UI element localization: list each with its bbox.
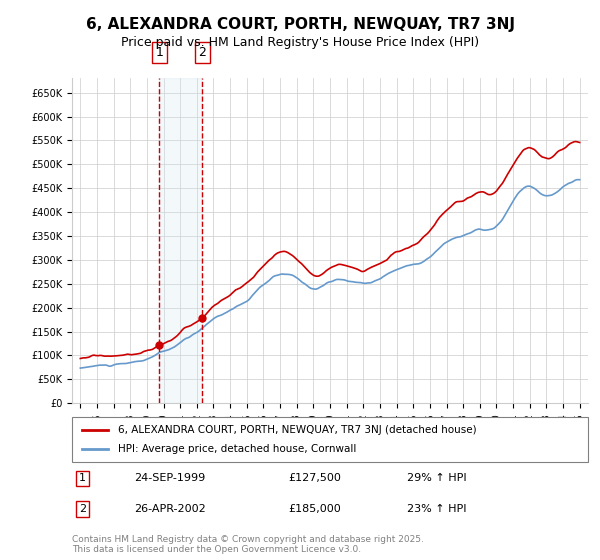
Text: HPI: Average price, detached house, Cornwall: HPI: Average price, detached house, Corn… — [118, 445, 357, 455]
Text: 1: 1 — [79, 473, 86, 483]
Text: Contains HM Land Registry data © Crown copyright and database right 2025.
This d: Contains HM Land Registry data © Crown c… — [72, 535, 424, 554]
Text: Price paid vs. HM Land Registry's House Price Index (HPI): Price paid vs. HM Land Registry's House … — [121, 36, 479, 49]
Text: 2: 2 — [199, 46, 206, 59]
Text: 6, ALEXANDRA COURT, PORTH, NEWQUAY, TR7 3NJ (detached house): 6, ALEXANDRA COURT, PORTH, NEWQUAY, TR7 … — [118, 424, 477, 435]
Text: 26-APR-2002: 26-APR-2002 — [134, 504, 206, 514]
Bar — [160, 78, 202, 403]
Text: 23% ↑ HPI: 23% ↑ HPI — [407, 504, 467, 514]
FancyBboxPatch shape — [72, 417, 588, 462]
Text: £127,500: £127,500 — [289, 473, 341, 483]
Text: 6, ALEXANDRA COURT, PORTH, NEWQUAY, TR7 3NJ: 6, ALEXANDRA COURT, PORTH, NEWQUAY, TR7 … — [86, 17, 515, 32]
Text: 29% ↑ HPI: 29% ↑ HPI — [407, 473, 467, 483]
Text: 1: 1 — [155, 46, 163, 59]
Text: 2: 2 — [79, 504, 86, 514]
Text: 24-SEP-1999: 24-SEP-1999 — [134, 473, 205, 483]
Text: £185,000: £185,000 — [289, 504, 341, 514]
